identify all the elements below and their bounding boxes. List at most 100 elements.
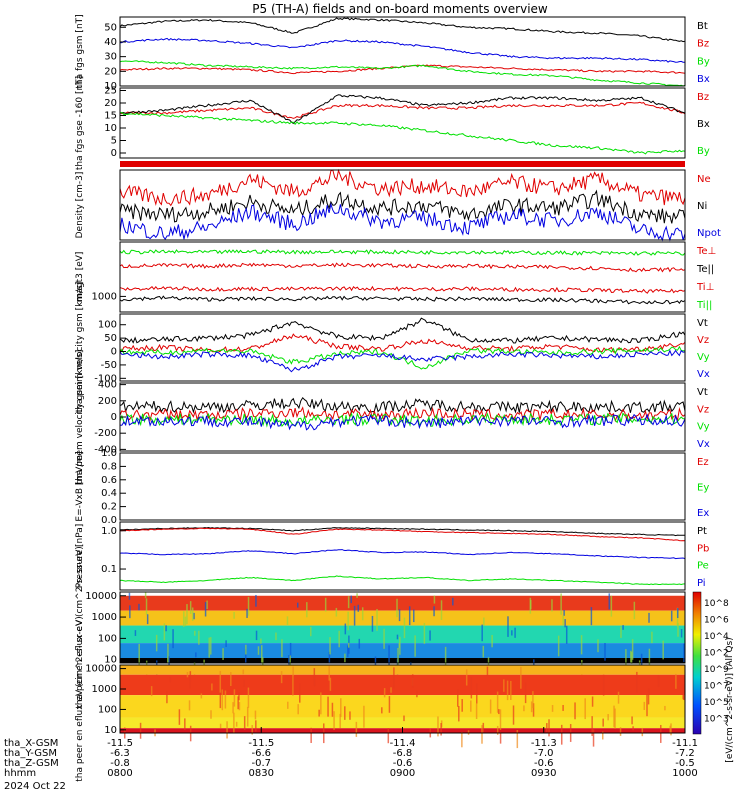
panel-frame (119, 452, 686, 521)
spec-streak (169, 677, 172, 683)
legend-fgs_gse-0: Bz (697, 92, 709, 103)
spec-streak (437, 716, 439, 737)
spec-streak (608, 593, 611, 610)
spec-streak (328, 651, 331, 663)
ytick-label: 0.2 (101, 502, 117, 513)
spec-streak (643, 701, 646, 711)
spec-streak (496, 691, 499, 713)
spec-streak (632, 726, 634, 731)
spec-streak (411, 678, 414, 688)
spec-streak (640, 653, 643, 668)
spec-streak (565, 625, 568, 644)
spec-streak (186, 671, 189, 678)
spec-streak (457, 689, 459, 707)
xaxis-value: 0830 (249, 768, 274, 779)
spec-streak (481, 624, 483, 642)
spec-streak (219, 693, 222, 709)
spec-streak (331, 702, 334, 717)
spec-streak (166, 690, 168, 704)
legend-peim_velocity-3: Vx (697, 369, 710, 380)
spec-streak (128, 592, 131, 600)
spec-streak (563, 610, 565, 616)
xaxis-value: 0800 (107, 768, 132, 779)
legend-peim_velocity-0: Vt (697, 318, 708, 329)
ylabel-peem_velocity: tha peem velocity gsm [km/s] (75, 350, 85, 485)
xaxis-value: 1000 (672, 768, 697, 779)
spec-streak (403, 617, 406, 639)
xaxis-value: -7.0 (534, 748, 554, 759)
legend-pressure-0: Pt (697, 526, 707, 537)
colorbar-tick: 10^6 (704, 616, 729, 626)
spec-streak (254, 710, 257, 720)
spec-streak (184, 616, 187, 627)
spec-streak (383, 688, 386, 698)
spec-streak (584, 698, 586, 720)
spec-streak (414, 635, 416, 657)
spec-streak (399, 636, 401, 655)
spec-streak (592, 729, 595, 747)
panel-frame (119, 591, 686, 664)
spec-streak (489, 699, 492, 714)
legend-fgs_gsm-3: Bx (697, 74, 710, 85)
ytick-label: 10 (104, 725, 117, 736)
spec-streak (344, 623, 347, 635)
spec-streak (289, 642, 292, 658)
panel-temperature: magt3 [eV] 1000 Te⊥ Te|| Ti⊥ Ti|| (75, 241, 716, 313)
legend-peem_velocity-1: Vz (697, 404, 709, 415)
spec-streak (669, 725, 671, 734)
ytick-label: 0.6 (101, 475, 117, 486)
spec-streak (622, 625, 624, 630)
spec-streak (636, 671, 638, 693)
spec-streak (511, 630, 513, 636)
legend-temperature-2: Ti⊥ (696, 282, 714, 293)
panel-peim_velocity: tha peim velocity gsm [km/s] -100 -50 0 50 10… (75, 282, 710, 414)
spec-streak (318, 709, 320, 717)
ylabel-temperature: magt3 [eV] (75, 252, 85, 303)
series-fgs_gsm-3 (119, 37, 686, 63)
spec-streak (243, 679, 245, 687)
ylabel-density: Density [cm-3] (75, 172, 85, 239)
panel-fgs_gsm: tha fgs gsm [nT] 10 20 30 40 50 Bt Bz By Bx (75, 14, 710, 92)
spec-streak (516, 729, 519, 749)
spec-streak (562, 704, 564, 711)
legend-peem_velocity-2: Vy (697, 422, 710, 433)
legend-density-2: Npot (697, 228, 721, 239)
panel-peem_velocity: tha peem velocity gsm [km/s] -400 -200 0 200… (75, 350, 710, 485)
legend-peem_velocity-0: Vt (697, 387, 708, 398)
spec-streak (646, 694, 648, 717)
ytick-label: -100 (94, 373, 117, 384)
spec-streak (292, 666, 294, 676)
spec-streak (257, 646, 260, 655)
xaxis-value: -6.3 (110, 748, 130, 759)
spec-streak (429, 630, 431, 641)
spec-streak (440, 600, 443, 620)
spec-streak (677, 623, 679, 637)
spec-streak (238, 692, 240, 701)
ytick-label: 50 (104, 333, 117, 344)
colorbar-label: [eV/(cm^2-s-sr-eV)] (All Qs) (725, 637, 735, 762)
spec-streak (320, 692, 322, 715)
legend-temperature-0: Te⊥ (696, 246, 716, 257)
spec-streak (189, 678, 191, 689)
ytick-label: 10 (104, 81, 117, 92)
spec-streak (296, 602, 299, 608)
spec-streak (601, 731, 604, 740)
spec-streak (288, 655, 290, 665)
series-density-0 (119, 168, 686, 207)
spec-streak (188, 700, 191, 711)
legend-peem_velocity-3: Vx (697, 439, 710, 450)
spec-streak (396, 634, 399, 640)
spec-streak (510, 680, 512, 700)
spec-streak (383, 628, 385, 649)
spec-streak (557, 635, 560, 657)
spec-streak (230, 672, 232, 687)
panel-peir_spec: tha peir en eflux eV (cm^2-s- sr-eV) 1010… (75, 546, 686, 709)
spec-streak (355, 721, 358, 737)
spec-streak (614, 708, 616, 729)
spec-streak (344, 706, 346, 720)
series-peem_velocity-0 (119, 396, 686, 414)
series-pressure-1 (119, 527, 686, 542)
spec-streak (475, 703, 478, 719)
ytick-label: 1000 (92, 684, 117, 695)
spec-streak (458, 706, 460, 722)
